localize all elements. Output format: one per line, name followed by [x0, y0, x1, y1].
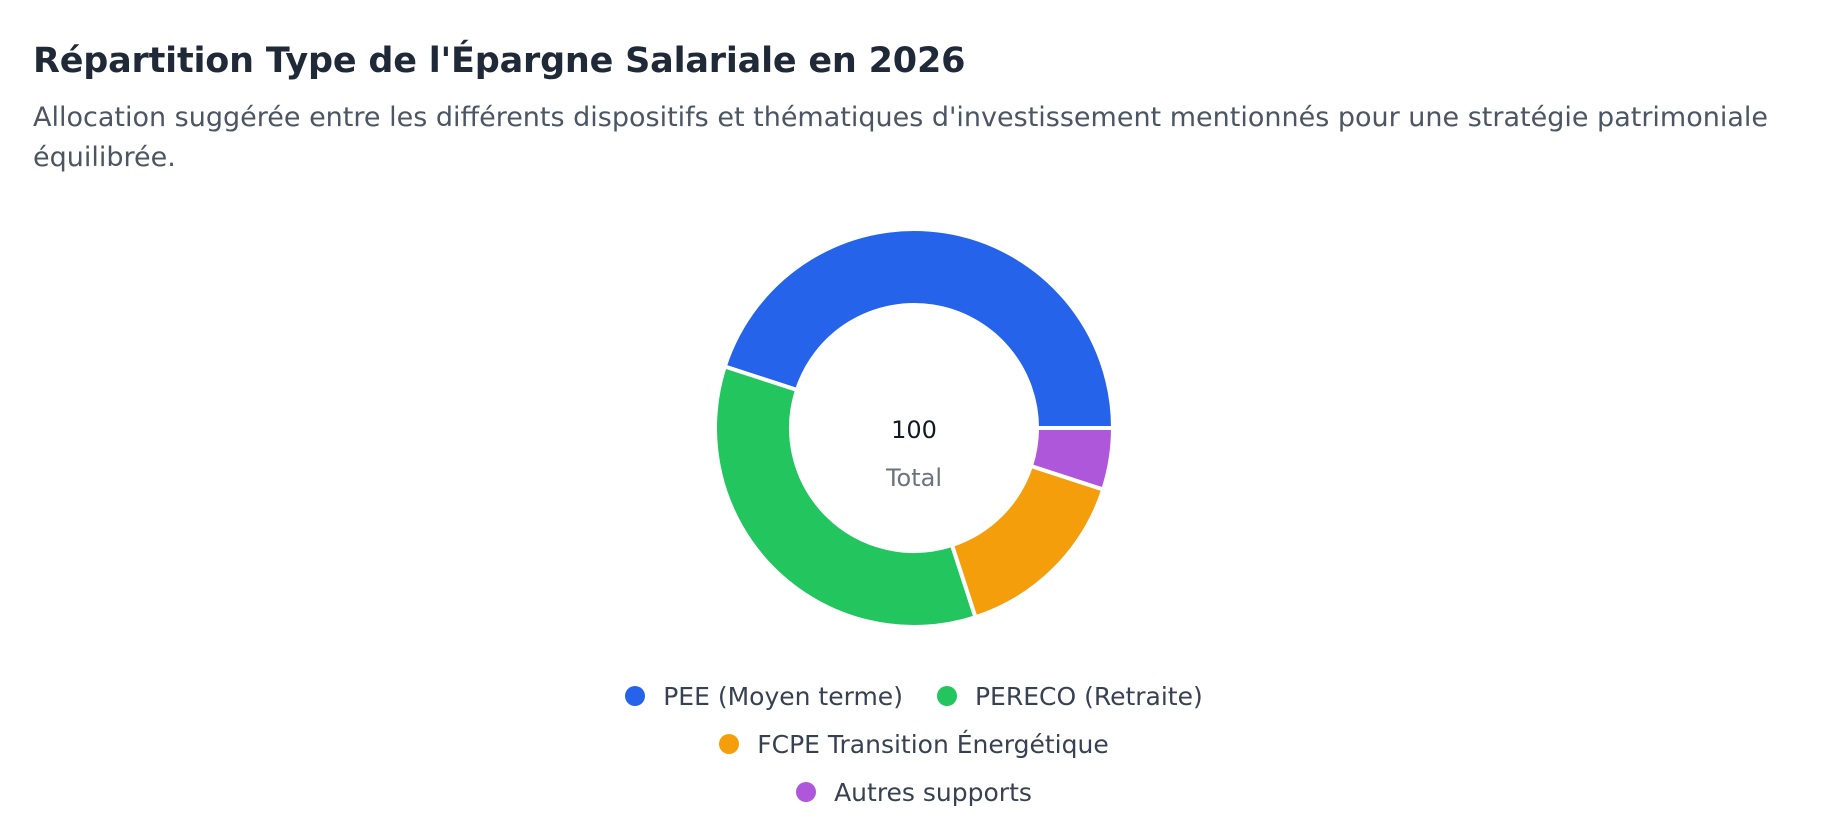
legend-row: Autres supports	[779, 768, 1049, 816]
legend-item-fcpe[interactable]: FCPE Transition Énergétique	[719, 729, 1109, 759]
donut-center-label: Total	[885, 464, 942, 492]
legend-swatch	[719, 734, 740, 754]
chart-title: Répartition Type de l'Épargne Salariale …	[33, 41, 966, 81]
legend-label: FCPE Transition Énergétique	[757, 729, 1109, 759]
donut-slices	[713, 227, 1116, 629]
legend-row: PEE (Moyen terme) PERECO (Retraite)	[608, 672, 1220, 720]
donut-slice-autres[interactable]	[1028, 426, 1116, 493]
legend-item-autres[interactable]: Autres supports	[796, 778, 1032, 807]
legend-row: FCPE Transition Énergétique	[702, 720, 1125, 768]
donut-slice-pee[interactable]	[722, 227, 1116, 430]
chart-header: Répartition Type de l'Épargne Salariale …	[33, 36, 1793, 178]
donut-slice-fcpe[interactable]	[949, 463, 1106, 620]
legend-label: PERECO (Retraite)	[974, 681, 1203, 711]
chart-subtitle: Allocation suggérée entre les différents…	[33, 102, 1769, 173]
legend-swatch	[796, 782, 817, 802]
legend-item-pee[interactable]: PEE (Moyen terme)	[625, 682, 903, 711]
legend-label: Autres supports	[834, 777, 1032, 807]
legend-swatch	[625, 686, 646, 706]
chart-legend: PEE (Moyen terme) PERECO (Retraite) FCPE…	[0, 672, 1828, 816]
legend-label: PEE (Moyen terme)	[663, 681, 903, 711]
donut-center-value: 100	[891, 416, 937, 444]
legend-item-pereco[interactable]: PERECO (Retraite)	[936, 681, 1203, 711]
legend-swatch	[936, 686, 957, 706]
donut-slice-pereco[interactable]	[713, 363, 979, 629]
